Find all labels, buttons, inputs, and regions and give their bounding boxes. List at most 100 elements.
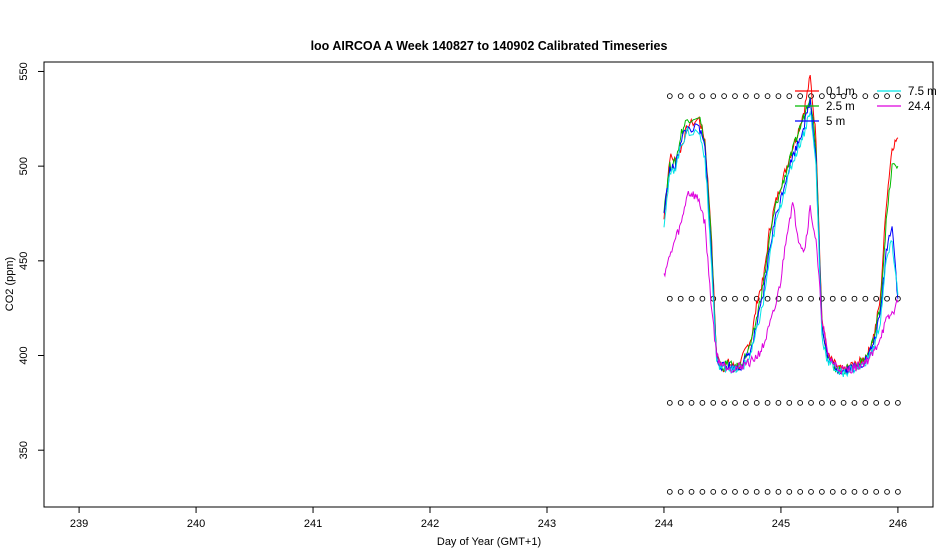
reference-point (688, 93, 695, 99)
x-tick-label: 239 (70, 518, 88, 530)
reference-point (808, 400, 814, 406)
reference-point (764, 400, 771, 406)
reference-point (873, 93, 880, 99)
legend: 0.1 m 2.5 m 5 m 7.5 m 24.4 (795, 86, 937, 128)
reference-point (721, 295, 727, 302)
reference-point (840, 400, 847, 406)
reference-point (699, 400, 706, 406)
reference-point (786, 400, 793, 406)
reference-point (808, 93, 814, 99)
reference-point (677, 93, 684, 99)
reference-point (851, 400, 858, 406)
reference-point (829, 400, 836, 406)
reference-point (666, 93, 673, 99)
reference-point (873, 489, 880, 495)
reference-point (666, 295, 673, 302)
reference-point (742, 489, 749, 495)
reference-point (742, 93, 749, 99)
reference-point (873, 295, 880, 302)
y-tick-label: 400 (18, 346, 30, 364)
reference-point (819, 489, 825, 495)
reference-point (851, 489, 858, 495)
reference-point (764, 93, 771, 99)
reference-point (862, 400, 869, 406)
reference-point (666, 489, 673, 495)
y-axis-label: CO2 (ppm) (4, 257, 16, 311)
reference-point (786, 489, 793, 495)
reference-point (840, 93, 847, 99)
reference-point (808, 295, 814, 302)
reference-point (742, 295, 749, 302)
y-tick-label: 500 (18, 157, 30, 175)
reference-point (862, 295, 869, 302)
reference-point (884, 93, 890, 99)
reference-point (895, 400, 901, 406)
reference-point (721, 400, 727, 406)
reference-point (786, 295, 793, 302)
reference-point (699, 93, 706, 99)
reference-point (764, 489, 771, 495)
reference-point (710, 400, 717, 406)
reference-point (829, 295, 836, 302)
reference-point (721, 489, 727, 495)
x-tick-label: 246 (889, 518, 907, 530)
reference-point (819, 295, 825, 302)
reference-point (884, 400, 890, 406)
reference-point (742, 400, 749, 406)
reference-point (851, 93, 858, 99)
reference-point (677, 489, 684, 495)
legend-label: 24.4 (908, 101, 931, 113)
series-line-0-1-m (663, 74, 899, 374)
reference-point (829, 489, 836, 495)
reference-point (786, 93, 793, 99)
reference-point (753, 400, 760, 406)
reference-point (677, 295, 684, 302)
reference-point (732, 295, 738, 302)
legend-label: 2.5 m (826, 101, 855, 113)
reference-point (873, 400, 880, 406)
reference-point (884, 295, 890, 302)
x-axis: 239 240 241 242 243 244 245 246 (70, 507, 907, 530)
reference-point (775, 93, 782, 99)
reference-point (688, 400, 695, 406)
reference-point (710, 489, 717, 495)
reference-point (732, 93, 738, 99)
reference-point (797, 93, 804, 99)
plot-area-border (43, 61, 934, 508)
reference-point (808, 489, 814, 495)
reference-point (699, 489, 706, 495)
reference-point (721, 93, 727, 99)
reference-point (829, 93, 836, 99)
reference-point (753, 489, 760, 495)
reference-point (797, 295, 804, 302)
series-line-2-5-m (663, 96, 899, 375)
series-line-5-m (663, 98, 899, 376)
reference-point (732, 400, 738, 406)
legend-label: 5 m (826, 116, 845, 128)
reference-point (862, 93, 869, 99)
x-axis-label: Day of Year (GMT+1) (437, 536, 541, 548)
reference-points (666, 93, 901, 495)
reference-point (666, 400, 673, 406)
reference-point (710, 93, 717, 99)
reference-point (764, 295, 771, 302)
reference-point (797, 489, 804, 495)
y-axis: 350 400 450 500 550 (18, 62, 44, 459)
legend-label: 0.1 m (826, 86, 855, 98)
y-tick-label: 550 (18, 62, 30, 80)
reference-point (732, 489, 738, 495)
reference-point (895, 93, 901, 99)
reference-point (677, 400, 684, 406)
x-tick-label: 245 (772, 518, 790, 530)
series-lines (663, 74, 899, 378)
x-tick-label: 241 (304, 518, 322, 530)
reference-point (840, 295, 847, 302)
reference-point (699, 295, 706, 302)
reference-point (797, 400, 804, 406)
series-line-7-5-m (663, 110, 899, 378)
reference-point (851, 295, 858, 302)
reference-point (862, 489, 869, 495)
reference-point (884, 489, 890, 495)
reference-point (688, 489, 695, 495)
